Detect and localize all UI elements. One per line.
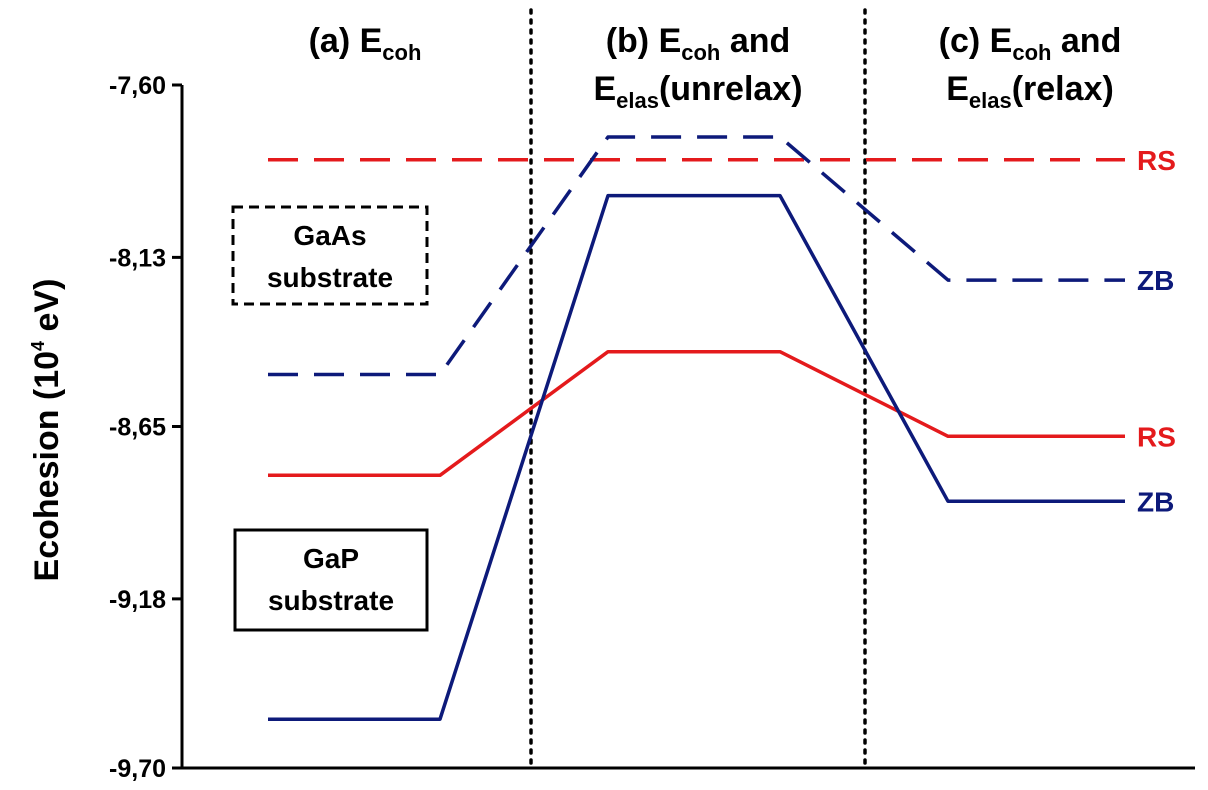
panel-title: (c) Ecoh and <box>939 22 1122 65</box>
end-label-rs: RS <box>1137 421 1176 452</box>
panel-title: (a) Ecoh <box>309 22 422 65</box>
series-line-gaas-zb <box>268 135 1125 377</box>
panel-title-line2: Eelas(unrelax) <box>593 70 802 113</box>
y-tick-label: -9,70 <box>109 755 166 783</box>
substrate-box-gap <box>233 528 429 632</box>
substrate-legend: GaAs substrate GaP substrate <box>231 205 429 632</box>
y-axis-label: Ecohesion (104 eV) <box>28 279 66 582</box>
series-line-gap-zb <box>268 193 1125 721</box>
series-lines <box>268 135 1125 721</box>
substrate-box-title: GaP <box>303 543 359 574</box>
substrate-box-subtitle: substrate <box>267 262 393 293</box>
end-label-rs: RS <box>1137 145 1176 176</box>
panel-separators <box>529 8 867 770</box>
y-ticks: -7,60 -8,13 -8,65 -9,18 -9,70 <box>109 72 182 783</box>
y-tick-label: -8,65 <box>109 414 166 442</box>
panel-title: (b) Ecoh and <box>606 22 791 65</box>
y-axis-label-sup: 4 <box>28 341 48 351</box>
series-end-labels: RS ZB RS ZB <box>1137 145 1176 517</box>
axes <box>180 85 1195 770</box>
series-line-gap-rs <box>268 349 1125 478</box>
end-label-zb: ZB <box>1137 486 1174 517</box>
end-label-zb: ZB <box>1137 265 1174 296</box>
substrate-box-gaas <box>231 205 429 306</box>
substrate-box-subtitle: substrate <box>268 585 394 616</box>
panel-titles: (a) Ecoh (b) Ecoh and Eelas(unrelax) (c) Ec… <box>309 22 1122 113</box>
substrate-box-title: GaAs <box>293 220 366 251</box>
y-tick-label: -8,13 <box>109 244 166 272</box>
y-tick-label: -9,18 <box>109 586 166 614</box>
panel-title-line2: Eelas(relax) <box>946 70 1114 113</box>
y-tick-label: -7,60 <box>109 72 166 100</box>
